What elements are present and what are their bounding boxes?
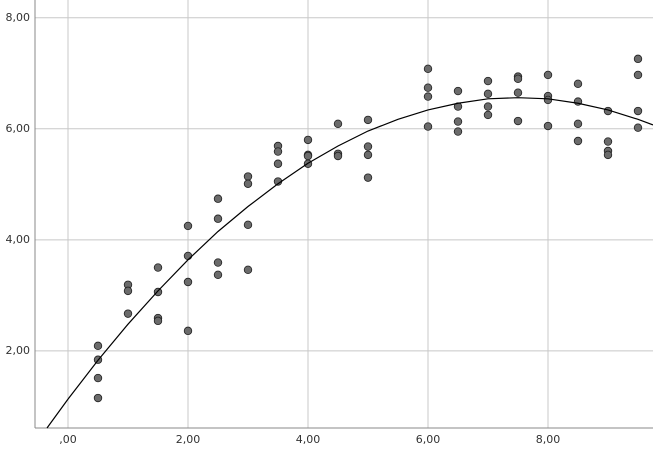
data-point bbox=[423, 83, 433, 92]
data-point bbox=[633, 106, 643, 116]
data-point bbox=[303, 151, 313, 161]
data-point bbox=[363, 150, 373, 160]
data-point bbox=[513, 74, 523, 84]
data-point bbox=[363, 173, 373, 182]
data-point bbox=[183, 221, 193, 231]
data-point bbox=[573, 136, 583, 146]
data-point bbox=[333, 119, 343, 128]
data-point bbox=[183, 251, 193, 261]
x-tick-label: 8,00 bbox=[536, 433, 561, 446]
data-point bbox=[453, 117, 463, 126]
data-point bbox=[303, 135, 313, 145]
data-point bbox=[633, 54, 643, 64]
data-point bbox=[543, 121, 553, 131]
data-point bbox=[363, 142, 373, 151]
data-point bbox=[213, 214, 223, 223]
data-point bbox=[483, 102, 493, 111]
data-point bbox=[213, 270, 223, 279]
y-tick-label: 4,00 bbox=[6, 233, 31, 246]
data-point bbox=[153, 263, 163, 272]
y-tick-label: 8,00 bbox=[6, 11, 31, 24]
data-point bbox=[183, 326, 193, 336]
data-point bbox=[573, 79, 583, 89]
data-point bbox=[93, 341, 103, 351]
data-point bbox=[213, 194, 223, 203]
x-tick-label: ,00 bbox=[59, 433, 77, 446]
data-point bbox=[93, 393, 103, 403]
data-point bbox=[153, 316, 163, 326]
data-point bbox=[543, 95, 553, 105]
data-point bbox=[243, 172, 253, 181]
data-point bbox=[123, 309, 133, 318]
data-point bbox=[333, 151, 343, 161]
data-point bbox=[603, 150, 613, 160]
data-point bbox=[513, 88, 523, 97]
data-point bbox=[513, 116, 523, 126]
data-point bbox=[633, 70, 643, 80]
data-point bbox=[423, 122, 433, 131]
data-point bbox=[93, 373, 103, 383]
x-tick-label: 6,00 bbox=[416, 433, 441, 446]
data-point bbox=[423, 64, 433, 74]
data-point bbox=[423, 92, 433, 101]
x-tick-label: 2,00 bbox=[176, 433, 201, 446]
data-point bbox=[273, 159, 283, 168]
fit-line bbox=[46, 97, 653, 429]
data-point bbox=[633, 123, 643, 132]
data-point bbox=[213, 258, 223, 267]
data-point bbox=[243, 265, 253, 274]
data-point bbox=[483, 89, 493, 99]
data-point bbox=[243, 220, 253, 230]
data-point bbox=[243, 179, 253, 188]
data-point bbox=[573, 119, 583, 128]
data-point bbox=[453, 127, 463, 136]
y-tick-label: 2,00 bbox=[6, 344, 31, 357]
data-point bbox=[363, 115, 373, 125]
data-point bbox=[543, 70, 553, 80]
data-point bbox=[483, 110, 493, 120]
y-tick-label: 6,00 bbox=[6, 122, 31, 135]
data-point bbox=[123, 286, 133, 296]
data-point bbox=[453, 86, 463, 96]
data-point bbox=[183, 277, 193, 287]
data-point bbox=[273, 147, 283, 156]
x-tick-label: 4,00 bbox=[296, 433, 321, 446]
data-point bbox=[603, 137, 613, 146]
data-point bbox=[153, 287, 163, 297]
data-point bbox=[483, 76, 493, 86]
